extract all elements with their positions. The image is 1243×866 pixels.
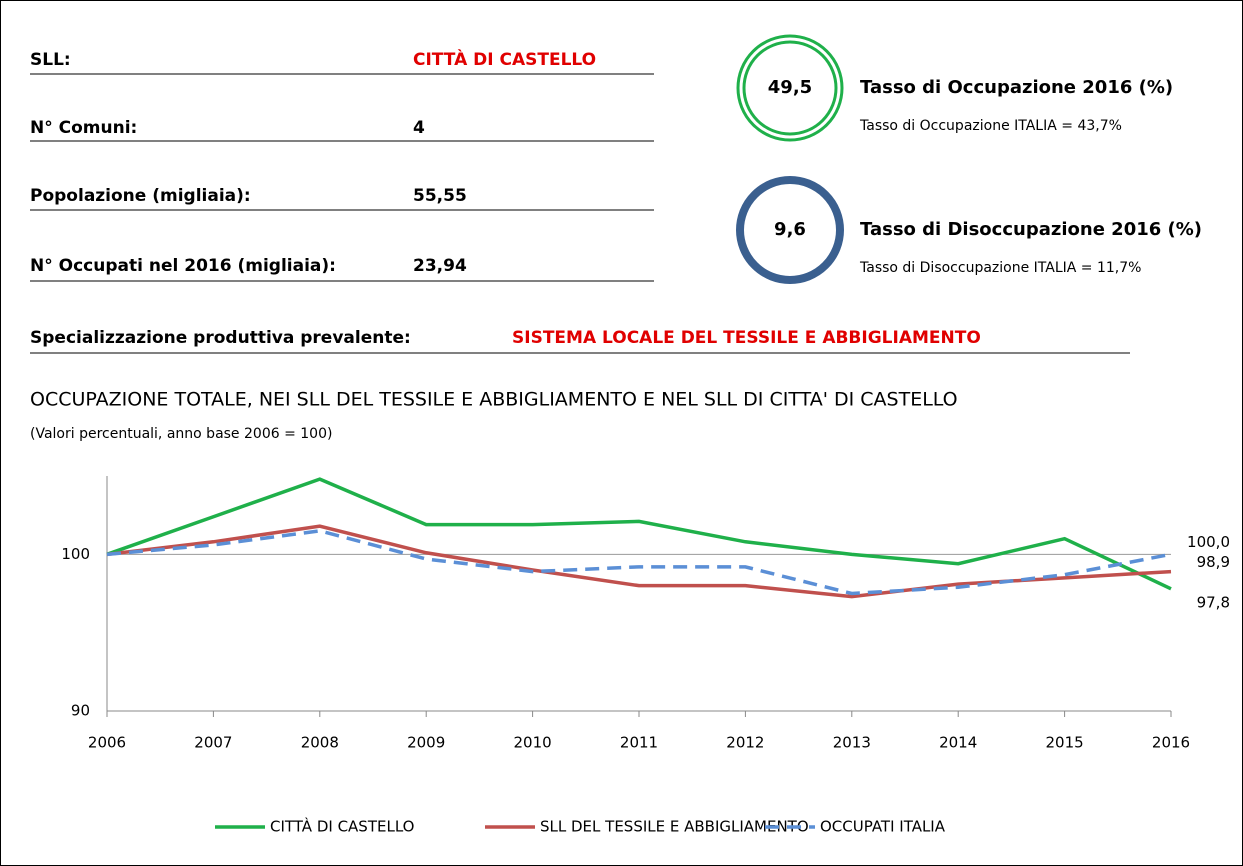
x-tick-label: 2014 <box>939 734 977 752</box>
indicator-value: 9,6 <box>774 219 806 240</box>
value-label: 97,8 <box>1197 593 1230 611</box>
x-tick-label: 2012 <box>726 734 764 752</box>
indicator-ring <box>742 40 838 136</box>
x-tick-label: 2007 <box>194 734 232 752</box>
info-value: 4 <box>413 118 425 138</box>
indicator-ring <box>736 34 844 142</box>
value-label: 98,9 <box>1197 553 1230 571</box>
x-tick-label: 2013 <box>833 734 871 752</box>
value-label: 100,0 <box>1187 533 1230 551</box>
x-tick-label: 2015 <box>1046 734 1084 752</box>
info-label: SLL: <box>30 50 71 70</box>
info-value: CITTÀ DI CASTELLO <box>413 48 596 70</box>
x-tick-label: 2011 <box>620 734 658 752</box>
indicator-title: Tasso di Occupazione 2016 (%) <box>860 77 1173 98</box>
info-label: N° Comuni: <box>30 118 137 138</box>
info-value: 55,55 <box>413 186 467 206</box>
x-tick-label: 2006 <box>88 734 126 752</box>
indicator-value: 49,5 <box>768 77 812 98</box>
info-value: 23,94 <box>413 256 467 276</box>
x-tick-label: 2008 <box>301 734 339 752</box>
indicator-subtitle: Tasso di Occupazione ITALIA = 43,7% <box>859 118 1122 134</box>
chart-title: OCCUPAZIONE TOTALE, NEI SLL DEL TESSILE … <box>30 389 958 411</box>
spec-value: SISTEMA LOCALE DEL TESSILE E ABBIGLIAMEN… <box>512 328 981 348</box>
indicator-title: Tasso di Disoccupazione 2016 (%) <box>860 219 1202 240</box>
series-line <box>106 524 1172 599</box>
x-tick-label: 2009 <box>407 734 445 752</box>
info-label: N° Occupati nel 2016 (migliaia): <box>30 256 336 276</box>
indicator-subtitle: Tasso di Disoccupazione ITALIA = 11,7% <box>859 260 1141 276</box>
legend-label: CITTÀ DI CASTELLO <box>270 817 414 836</box>
y-tick-label: 90 <box>71 702 90 720</box>
y-tick-label: 100 <box>61 545 90 563</box>
x-tick-label: 2010 <box>514 734 552 752</box>
legend-label: SLL DEL TESSILE E ABBIGLIAMENTO <box>540 818 809 836</box>
indicator-ring <box>736 176 844 284</box>
chart-subtitle: (Valori percentuali, anno base 2006 = 10… <box>30 426 332 442</box>
series-line <box>106 529 1172 596</box>
info-label: Popolazione (migliaia): <box>30 186 251 206</box>
x-tick-label: 2016 <box>1152 734 1190 752</box>
series-line <box>106 477 1172 591</box>
spec-label: Specializzazione produttiva prevalente: <box>30 328 411 348</box>
legend-label: OCCUPATI ITALIA <box>820 818 946 836</box>
